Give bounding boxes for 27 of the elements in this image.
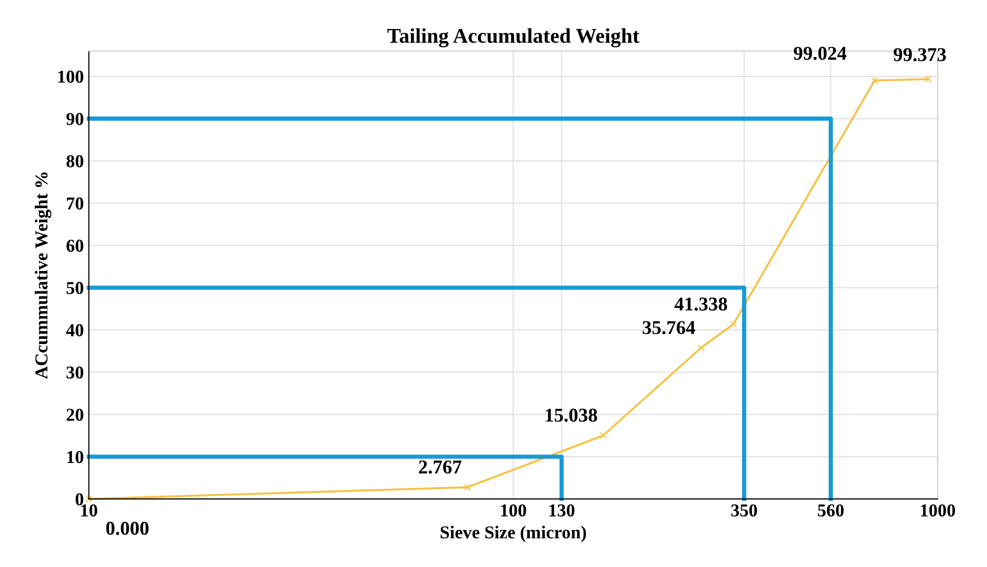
data-label: 15.038	[546, 408, 598, 422]
x-axis-title: Sieve Size (micron)	[440, 526, 586, 542]
y-tick-label: 60	[66, 240, 84, 252]
y-tick-label: 0	[76, 493, 84, 506]
y-axis-title: ACcummulative Weight %	[34, 172, 52, 379]
chart-title: Tailing Accumulated Weight	[387, 28, 640, 48]
y-tick-label: 30	[66, 366, 84, 379]
x-tick-label: 100	[501, 504, 526, 517]
y-tick-label: 80	[66, 155, 84, 168]
y-tick-label: 20	[66, 408, 84, 421]
x-tick-label: 10	[81, 504, 98, 517]
x-tick-label: 350	[731, 504, 757, 517]
data-label: 99.024	[794, 46, 846, 60]
y-tick-label: 10	[67, 450, 84, 464]
y-tick-label: 50	[66, 282, 84, 294]
y-tick-label: 40	[66, 324, 84, 336]
x-tick-label: 560	[818, 504, 844, 517]
data-label: 0.000	[106, 522, 149, 535]
y-tick-label: 70	[66, 197, 84, 210]
data-label: 41.338	[674, 297, 728, 311]
y-tick-label: 100	[58, 70, 84, 83]
data-label: 35.764	[642, 321, 696, 334]
data-label: 99.373	[894, 48, 946, 62]
x-tick-label: 1000	[921, 504, 956, 517]
x-tick-label: 130	[550, 504, 574, 517]
y-tick-label: 90	[66, 112, 84, 126]
data-label: 2.767	[418, 460, 462, 474]
